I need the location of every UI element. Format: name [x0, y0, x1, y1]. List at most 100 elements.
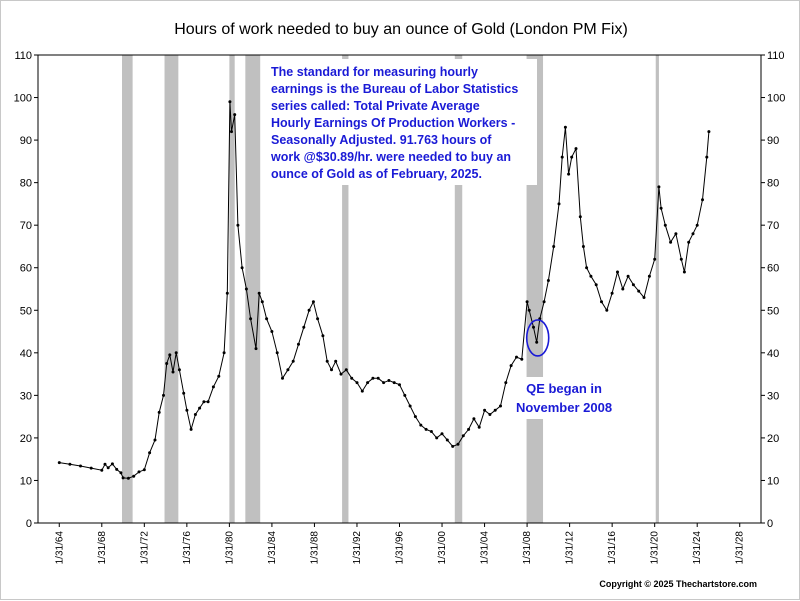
x-tick-label-15: 1/31/24 — [692, 531, 703, 565]
data-point-101 — [546, 279, 550, 282]
data-point-49 — [286, 368, 290, 372]
recession-band-4 — [342, 55, 349, 523]
data-point-52 — [302, 325, 306, 329]
data-point-137 — [707, 130, 711, 134]
data-point-103 — [557, 202, 561, 206]
data-point-29 — [202, 400, 206, 404]
recession-band-1 — [164, 55, 179, 523]
y-tick-label-left-0: 0 — [26, 518, 32, 530]
data-point-93 — [515, 355, 518, 359]
x-tick-label-6: 1/31/88 — [309, 531, 320, 565]
annotation-background — [265, 59, 537, 185]
x-tick-label-16: 1/31/28 — [735, 531, 746, 565]
data-point-94 — [520, 357, 524, 361]
y-tick-label-right-2: 20 — [767, 433, 779, 445]
x-tick-label-4: 1/31/80 — [224, 531, 235, 565]
data-point-125 — [657, 185, 661, 189]
x-tick-label-0: 1/31/64 — [54, 531, 65, 565]
data-point-122 — [642, 296, 646, 299]
data-point-15 — [148, 451, 152, 455]
data-point-97 — [532, 325, 535, 329]
qe-label-background — [509, 377, 621, 419]
annotation-line-3: Hourly Earnings Of Production Workers - — [271, 116, 515, 130]
data-point-31 — [211, 385, 215, 389]
series-line-0 — [59, 101, 710, 479]
recession-band-7 — [655, 55, 659, 523]
x-tick-label-13: 1/31/16 — [607, 531, 618, 565]
qe-label-line-1: November 2008 — [516, 400, 612, 415]
annotation-line-4: Seasonally Adjusted. 91.763 hours of — [271, 133, 492, 147]
data-point-124 — [653, 257, 657, 261]
data-point-3 — [89, 466, 93, 470]
annotation-line-2: series called: Total Private Average — [271, 99, 480, 113]
data-point-66 — [371, 376, 375, 380]
data-point-106 — [567, 172, 571, 176]
data-point-44 — [260, 300, 264, 304]
data-point-90 — [499, 404, 502, 408]
data-point-53 — [307, 308, 311, 312]
data-point-121 — [637, 289, 641, 293]
data-point-55 — [316, 317, 320, 321]
annotation-line-0: The standard for measuring hourly — [271, 65, 478, 79]
data-point-81 — [451, 444, 455, 448]
annotation-line-5: work @$30.89/hr. were needed to buy an — [270, 150, 511, 164]
data-point-89 — [493, 408, 497, 412]
data-point-30 — [206, 400, 210, 404]
y-tick-label-left-11: 110 — [14, 50, 32, 62]
data-point-12 — [132, 474, 136, 478]
data-point-0 — [57, 461, 61, 465]
x-tick-label-10: 1/31/04 — [480, 531, 491, 565]
x-tick-label-3: 1/31/76 — [182, 531, 193, 565]
data-point-69 — [387, 379, 391, 382]
data-point-70 — [392, 381, 396, 385]
data-point-32 — [217, 374, 221, 378]
data-point-57 — [325, 359, 329, 363]
y-tick-label-right-8: 80 — [767, 178, 779, 190]
data-point-65 — [366, 381, 370, 385]
y-tick-label-right-11: 110 — [767, 50, 785, 62]
y-tick-label-right-1: 10 — [767, 475, 779, 487]
data-point-7 — [110, 462, 114, 466]
data-point-40 — [244, 287, 248, 291]
qe-annotation: QE began in November 2008 — [509, 377, 621, 419]
data-point-63 — [355, 381, 359, 385]
data-point-78 — [435, 436, 439, 440]
data-point-46 — [270, 330, 274, 333]
x-tick-label-12: 1/31/12 — [565, 531, 576, 565]
annotation-text: The standard for measuring hourly earning… — [270, 65, 518, 181]
data-point-23 — [177, 368, 181, 372]
data-point-27 — [193, 413, 197, 416]
data-point-82 — [456, 442, 460, 446]
recession-band-3 — [245, 55, 261, 523]
data-point-33 — [222, 351, 226, 355]
data-point-76 — [424, 427, 428, 431]
x-axis-ticks: 1/31/64 1/31/68 1/31/72 1/31/76 1/31/80 1/31/… — [54, 523, 746, 565]
data-point-88 — [488, 413, 492, 416]
data-point-115 — [605, 308, 609, 312]
data-point-136 — [705, 155, 709, 159]
y-tick-label-left-10: 100 — [14, 93, 32, 105]
data-point-130 — [679, 257, 683, 261]
data-point-104 — [560, 155, 564, 159]
data-point-5 — [103, 462, 107, 466]
x-tick-label-9: 1/31/00 — [437, 531, 448, 565]
data-point-21 — [171, 370, 175, 374]
data-point-2 — [79, 464, 82, 468]
qe-highlight-ellipse — [525, 319, 550, 357]
data-point-25 — [185, 408, 189, 412]
data-point-6 — [106, 466, 110, 470]
qe-label: QE began in November 2008 — [516, 381, 612, 415]
y-tick-label-left-4: 40 — [20, 348, 32, 360]
data-point-102 — [552, 245, 556, 248]
y-tick-label-right-4: 40 — [767, 348, 779, 360]
data-point-20 — [168, 353, 172, 357]
data-point-135 — [701, 198, 704, 202]
y-tick-label-right-10: 100 — [767, 93, 785, 105]
y-tick-label-left-8: 80 — [20, 178, 32, 190]
x-tick-label-8: 1/31/96 — [395, 531, 406, 565]
data-point-108 — [574, 147, 578, 151]
data-point-98 — [535, 340, 539, 344]
data-point-8 — [115, 467, 119, 471]
